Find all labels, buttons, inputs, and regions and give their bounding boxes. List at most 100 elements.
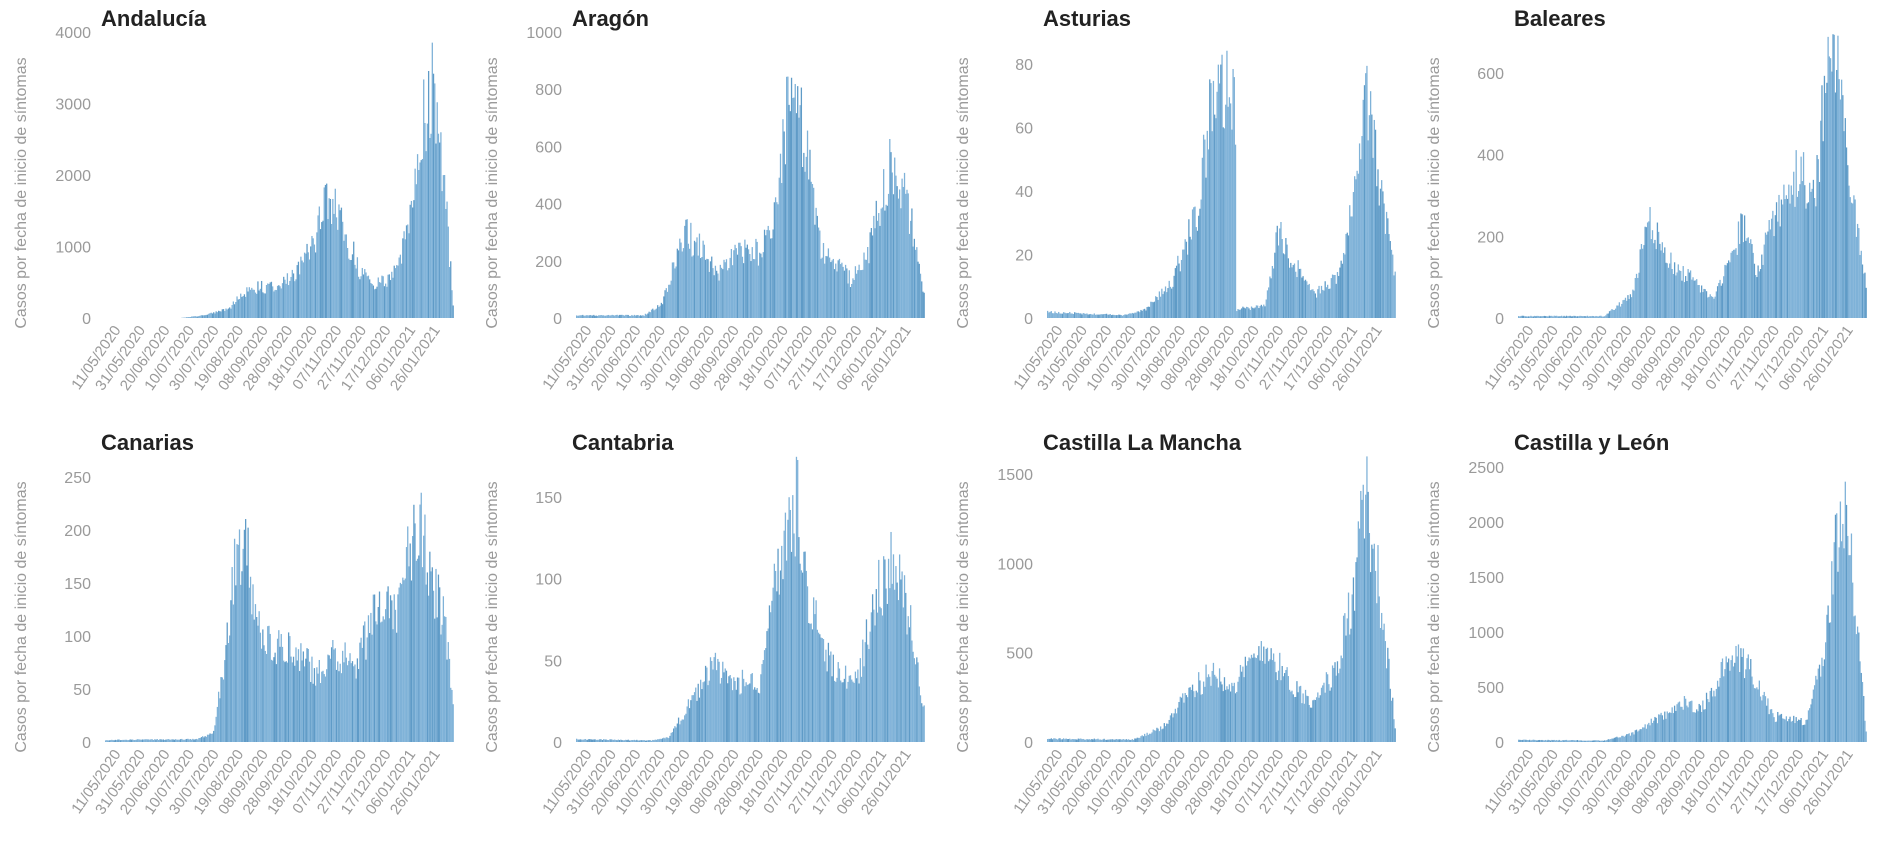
bar [337,661,339,742]
bar [789,111,791,318]
bar [1759,696,1762,742]
bar [371,283,373,318]
bar [1783,718,1785,742]
bar [1311,707,1313,742]
bar [1563,315,1565,318]
bar [1622,300,1624,318]
bar [402,577,404,742]
bar [296,660,298,742]
bar [1171,288,1173,318]
bar [447,642,449,742]
bar [830,651,832,742]
bar [1763,691,1765,742]
bar [334,648,336,742]
bar [729,257,731,318]
bar [214,725,216,742]
bar [693,240,696,318]
bar [1627,295,1629,318]
bar [853,682,855,742]
bar [1556,739,1558,742]
bar [1078,313,1081,318]
y-tick-label: 1000 [1468,625,1504,642]
bar [199,737,201,742]
bar [311,235,313,318]
bar [1351,216,1353,318]
bar [335,669,338,742]
bar [1297,260,1299,318]
bar [1234,144,1237,318]
bar [345,234,347,318]
bar [1794,723,1796,742]
bar [227,308,230,318]
bar [1640,244,1643,318]
bar [1802,724,1805,742]
bar [1185,695,1188,742]
bar [145,739,147,742]
bar [418,169,420,318]
bar [653,740,655,742]
bar [1654,716,1656,742]
bar [303,252,306,318]
bar [1269,659,1271,742]
bar [1666,711,1668,742]
bar [385,283,387,318]
bar [351,254,354,318]
bar [1628,298,1630,318]
bar [1338,673,1340,742]
bar [906,189,908,318]
y-tick-label: 2500 [1468,460,1504,477]
bar [725,670,728,742]
bar [1242,306,1244,318]
bar [1352,192,1355,318]
bar [1119,314,1121,318]
bar [403,231,405,318]
bar [425,151,427,318]
bar [430,571,432,742]
bar [160,739,162,742]
bar [1610,310,1612,318]
bar [1172,286,1174,318]
bar [910,220,912,318]
bar [289,636,291,742]
bar [1795,717,1797,742]
bar [1800,718,1802,742]
bar [1676,272,1678,318]
bar [1683,696,1686,742]
bar [844,264,847,318]
bar [745,682,747,742]
bar [1639,249,1641,318]
bar [1612,309,1614,318]
bar [1597,740,1600,742]
bar [1385,668,1388,742]
bar [356,658,359,742]
bar [1554,315,1557,318]
bar [1374,129,1377,318]
bar [1826,82,1828,318]
bar [1667,713,1670,742]
bar [618,740,621,742]
bar [1804,724,1806,742]
bar [343,662,345,742]
bar [843,270,846,318]
bar [576,738,578,742]
bar [716,670,718,742]
bar [1795,150,1797,318]
bar [391,600,393,742]
bar [1602,740,1605,742]
bar [1705,692,1708,742]
bar [367,275,370,318]
bar [1536,315,1538,318]
bar [1656,723,1659,742]
bar [628,740,631,742]
bar [1565,739,1568,742]
y-tick-label: 100 [535,572,562,589]
bar [1280,680,1282,742]
bar [763,650,766,742]
bar [1838,547,1840,742]
bar [362,625,365,742]
bar [1180,259,1183,318]
bar [766,229,768,318]
bar [189,739,192,742]
